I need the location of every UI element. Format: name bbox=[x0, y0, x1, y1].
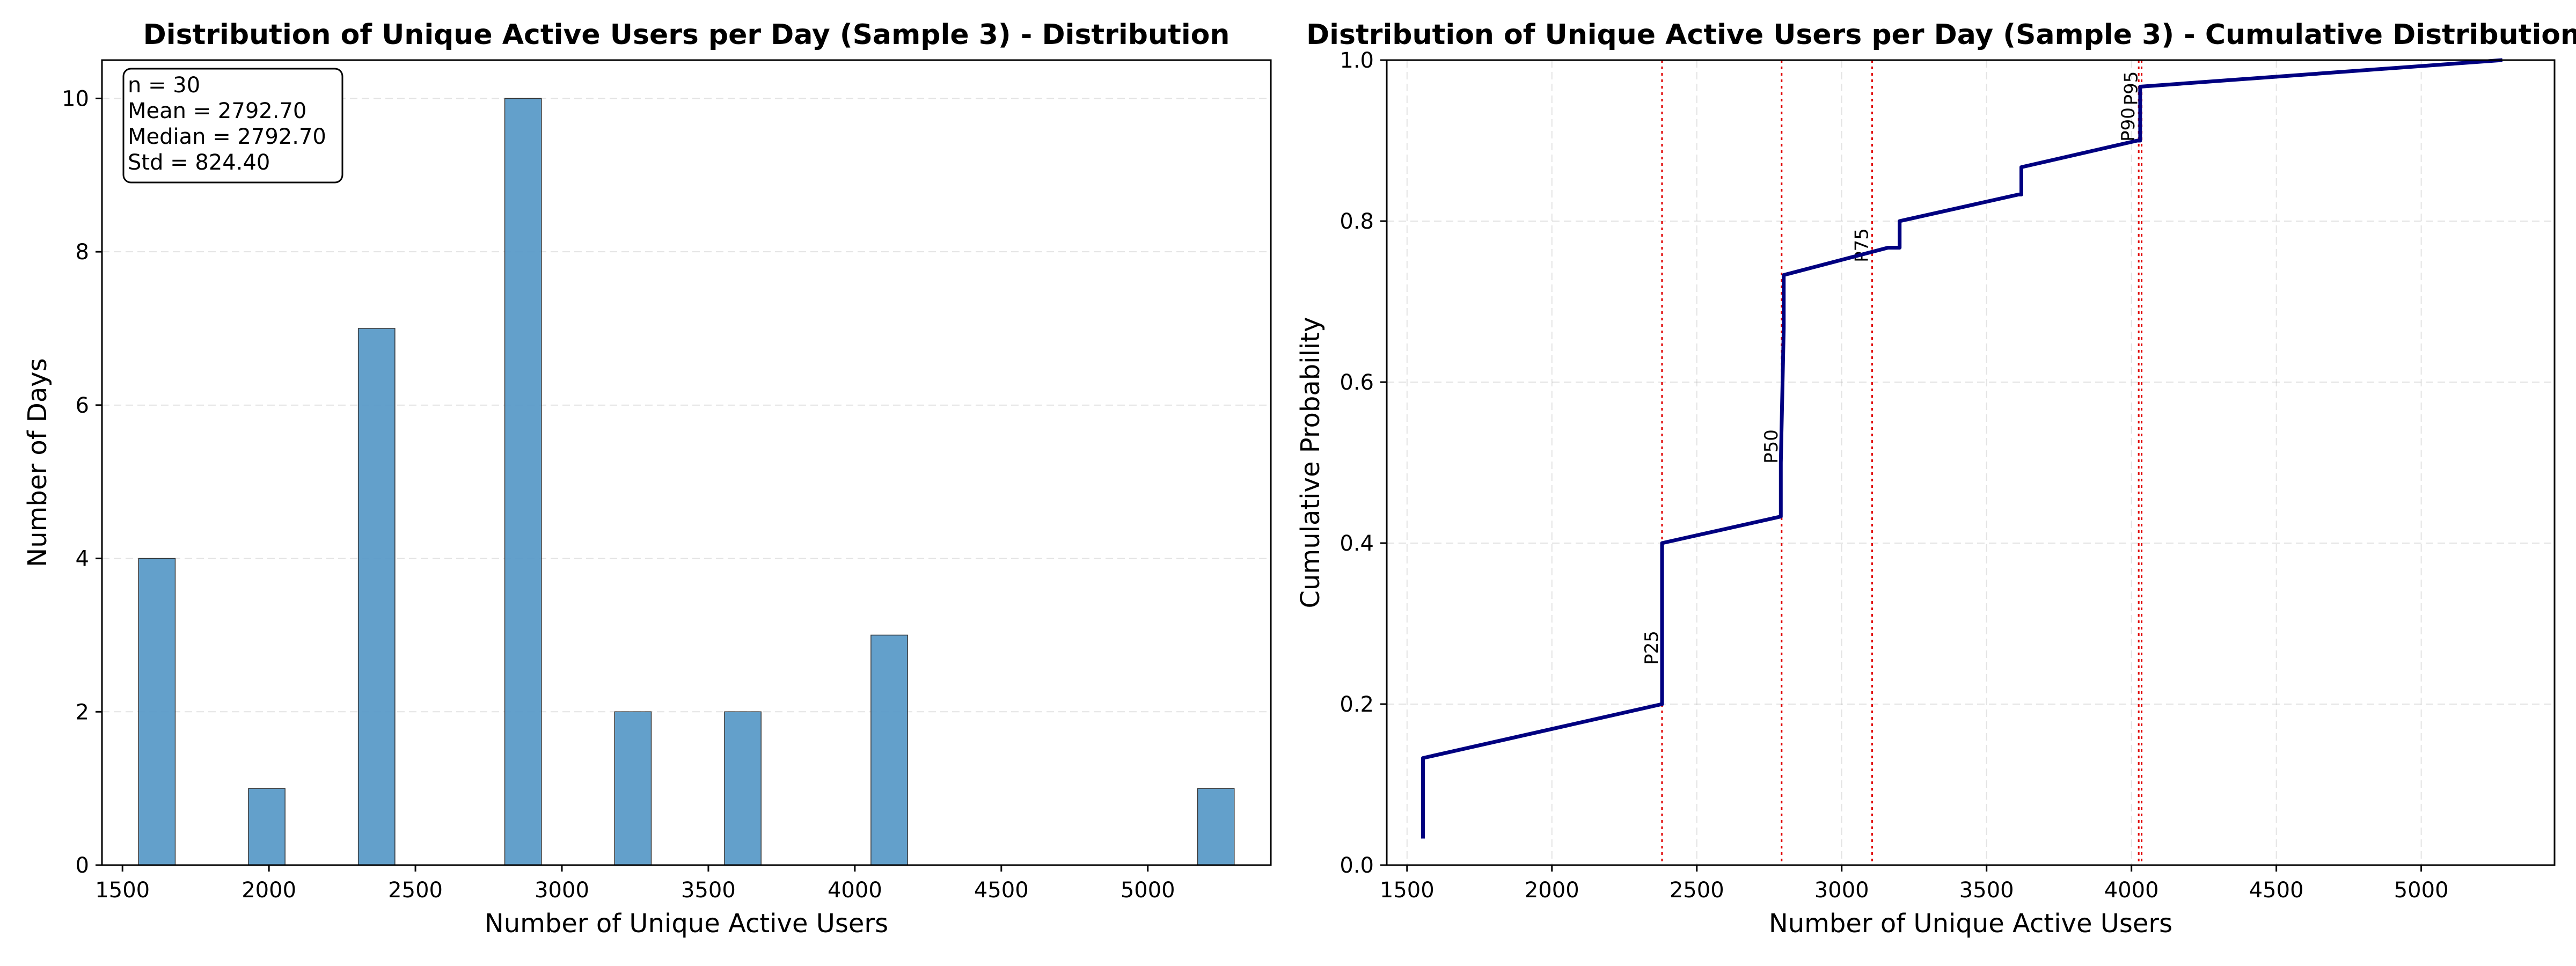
cdf-grid bbox=[1387, 60, 2555, 866]
cdf-x-tick-label: 3500 bbox=[1959, 878, 2014, 903]
cdf-y-tick-label: 0.0 bbox=[1340, 853, 1374, 878]
histogram-bar bbox=[614, 711, 652, 866]
cdf-x-label: Number of Unique Active Users bbox=[1769, 909, 2172, 939]
percentile-label-p90: P90 bbox=[2118, 107, 2139, 142]
cdf-y-tick-label: 0.6 bbox=[1340, 370, 1374, 395]
histogram-axes-frame bbox=[101, 59, 1272, 866]
histogram-y-tick-label: 10 bbox=[62, 86, 89, 111]
histogram-y-tick-label: 2 bbox=[76, 700, 89, 724]
stats-box-frame bbox=[122, 68, 343, 184]
cdf-y-tick-label: 0.8 bbox=[1340, 209, 1374, 234]
histogram-x-tick-label: 2000 bbox=[241, 878, 296, 903]
cdf-x-tick-label: 3000 bbox=[1814, 878, 1869, 903]
percentile-label-p25: P25 bbox=[1641, 631, 1663, 665]
histogram-bars bbox=[138, 98, 1235, 866]
histogram-panel: 1500 2000 2500 3000 3500 4000 4500 5000 0 2 4 6 8 10… bbox=[23, 19, 1272, 939]
stats-line-mean: Mean = 2792.70 bbox=[128, 99, 306, 123]
cdf-y-ticks: 0.0 0.2 0.4 0.6 0.8 1.0 bbox=[1340, 48, 1387, 878]
histogram-y-tick-label: 4 bbox=[76, 547, 89, 572]
cdf-x-tick-label: 4500 bbox=[2249, 878, 2304, 903]
histogram-y-tick-label: 8 bbox=[76, 240, 89, 265]
stats-line-std: Std = 824.40 bbox=[128, 150, 270, 175]
histogram-x-tick-label: 4000 bbox=[828, 878, 882, 903]
histogram-bar bbox=[870, 634, 908, 866]
cdf-y-tick-label: 1.0 bbox=[1340, 48, 1374, 73]
histogram-x-tick-label: 3000 bbox=[535, 878, 589, 903]
histogram-y-tick-label: 6 bbox=[76, 393, 89, 418]
stats-box: n = 30 Mean = 2792.70 Median = 2792.70 S… bbox=[122, 68, 343, 184]
percentile-label-p50: P50 bbox=[1761, 429, 1782, 464]
cdf-y-tick-label: 0.2 bbox=[1340, 692, 1374, 717]
cdf-y-label: Cumulative Probability bbox=[1296, 317, 1326, 609]
histogram-x-tick-label: 1500 bbox=[95, 878, 150, 903]
histogram-bar bbox=[138, 558, 176, 866]
stats-line-n: n = 30 bbox=[128, 73, 200, 98]
histogram-bar bbox=[357, 328, 396, 866]
histogram-x-tick-label: 5000 bbox=[1121, 878, 1175, 903]
histogram-bar bbox=[1197, 788, 1235, 866]
cdf-x-tick-label: 2000 bbox=[1525, 878, 1579, 903]
stats-line-median: Median = 2792.70 bbox=[128, 125, 326, 149]
cdf-title: Distribution of Unique Active Users per … bbox=[1306, 19, 2576, 51]
histogram-y-tick-label: 0 bbox=[76, 853, 89, 878]
histogram-bar bbox=[724, 711, 762, 866]
histogram-x-tick-label: 4500 bbox=[974, 878, 1029, 903]
histogram-y-ticks: 0 2 4 6 8 10 bbox=[62, 86, 102, 878]
histogram-x-ticks: 1500 2000 2500 3000 3500 4000 4500 5000 bbox=[95, 865, 1175, 903]
histogram-bar bbox=[248, 788, 286, 866]
cdf-axes-frame bbox=[1386, 59, 2556, 866]
cdf-x-tick-label: 2500 bbox=[1670, 878, 1724, 903]
cdf-x-ticks: 1500 2000 2500 3000 3500 4000 4500 5000 bbox=[1380, 865, 2449, 903]
cdf-x-tick-label: 5000 bbox=[2394, 878, 2449, 903]
histogram-grid bbox=[102, 98, 1271, 713]
histogram-title: Distribution of Unique Active Users per … bbox=[143, 19, 1230, 51]
histogram-bar bbox=[504, 98, 542, 866]
cdf-x-tick-label: 1500 bbox=[1380, 878, 1435, 903]
cdf-y-tick-label: 0.4 bbox=[1340, 531, 1374, 556]
histogram-y-label: Number of Days bbox=[23, 358, 53, 567]
histogram-x-tick-label: 3500 bbox=[681, 878, 736, 903]
cdf-x-tick-label: 4000 bbox=[2104, 878, 2159, 903]
histogram-x-label: Number of Unique Active Users bbox=[485, 909, 888, 939]
histogram-x-tick-label: 2500 bbox=[388, 878, 443, 903]
cdf-series-line bbox=[1421, 58, 2503, 839]
